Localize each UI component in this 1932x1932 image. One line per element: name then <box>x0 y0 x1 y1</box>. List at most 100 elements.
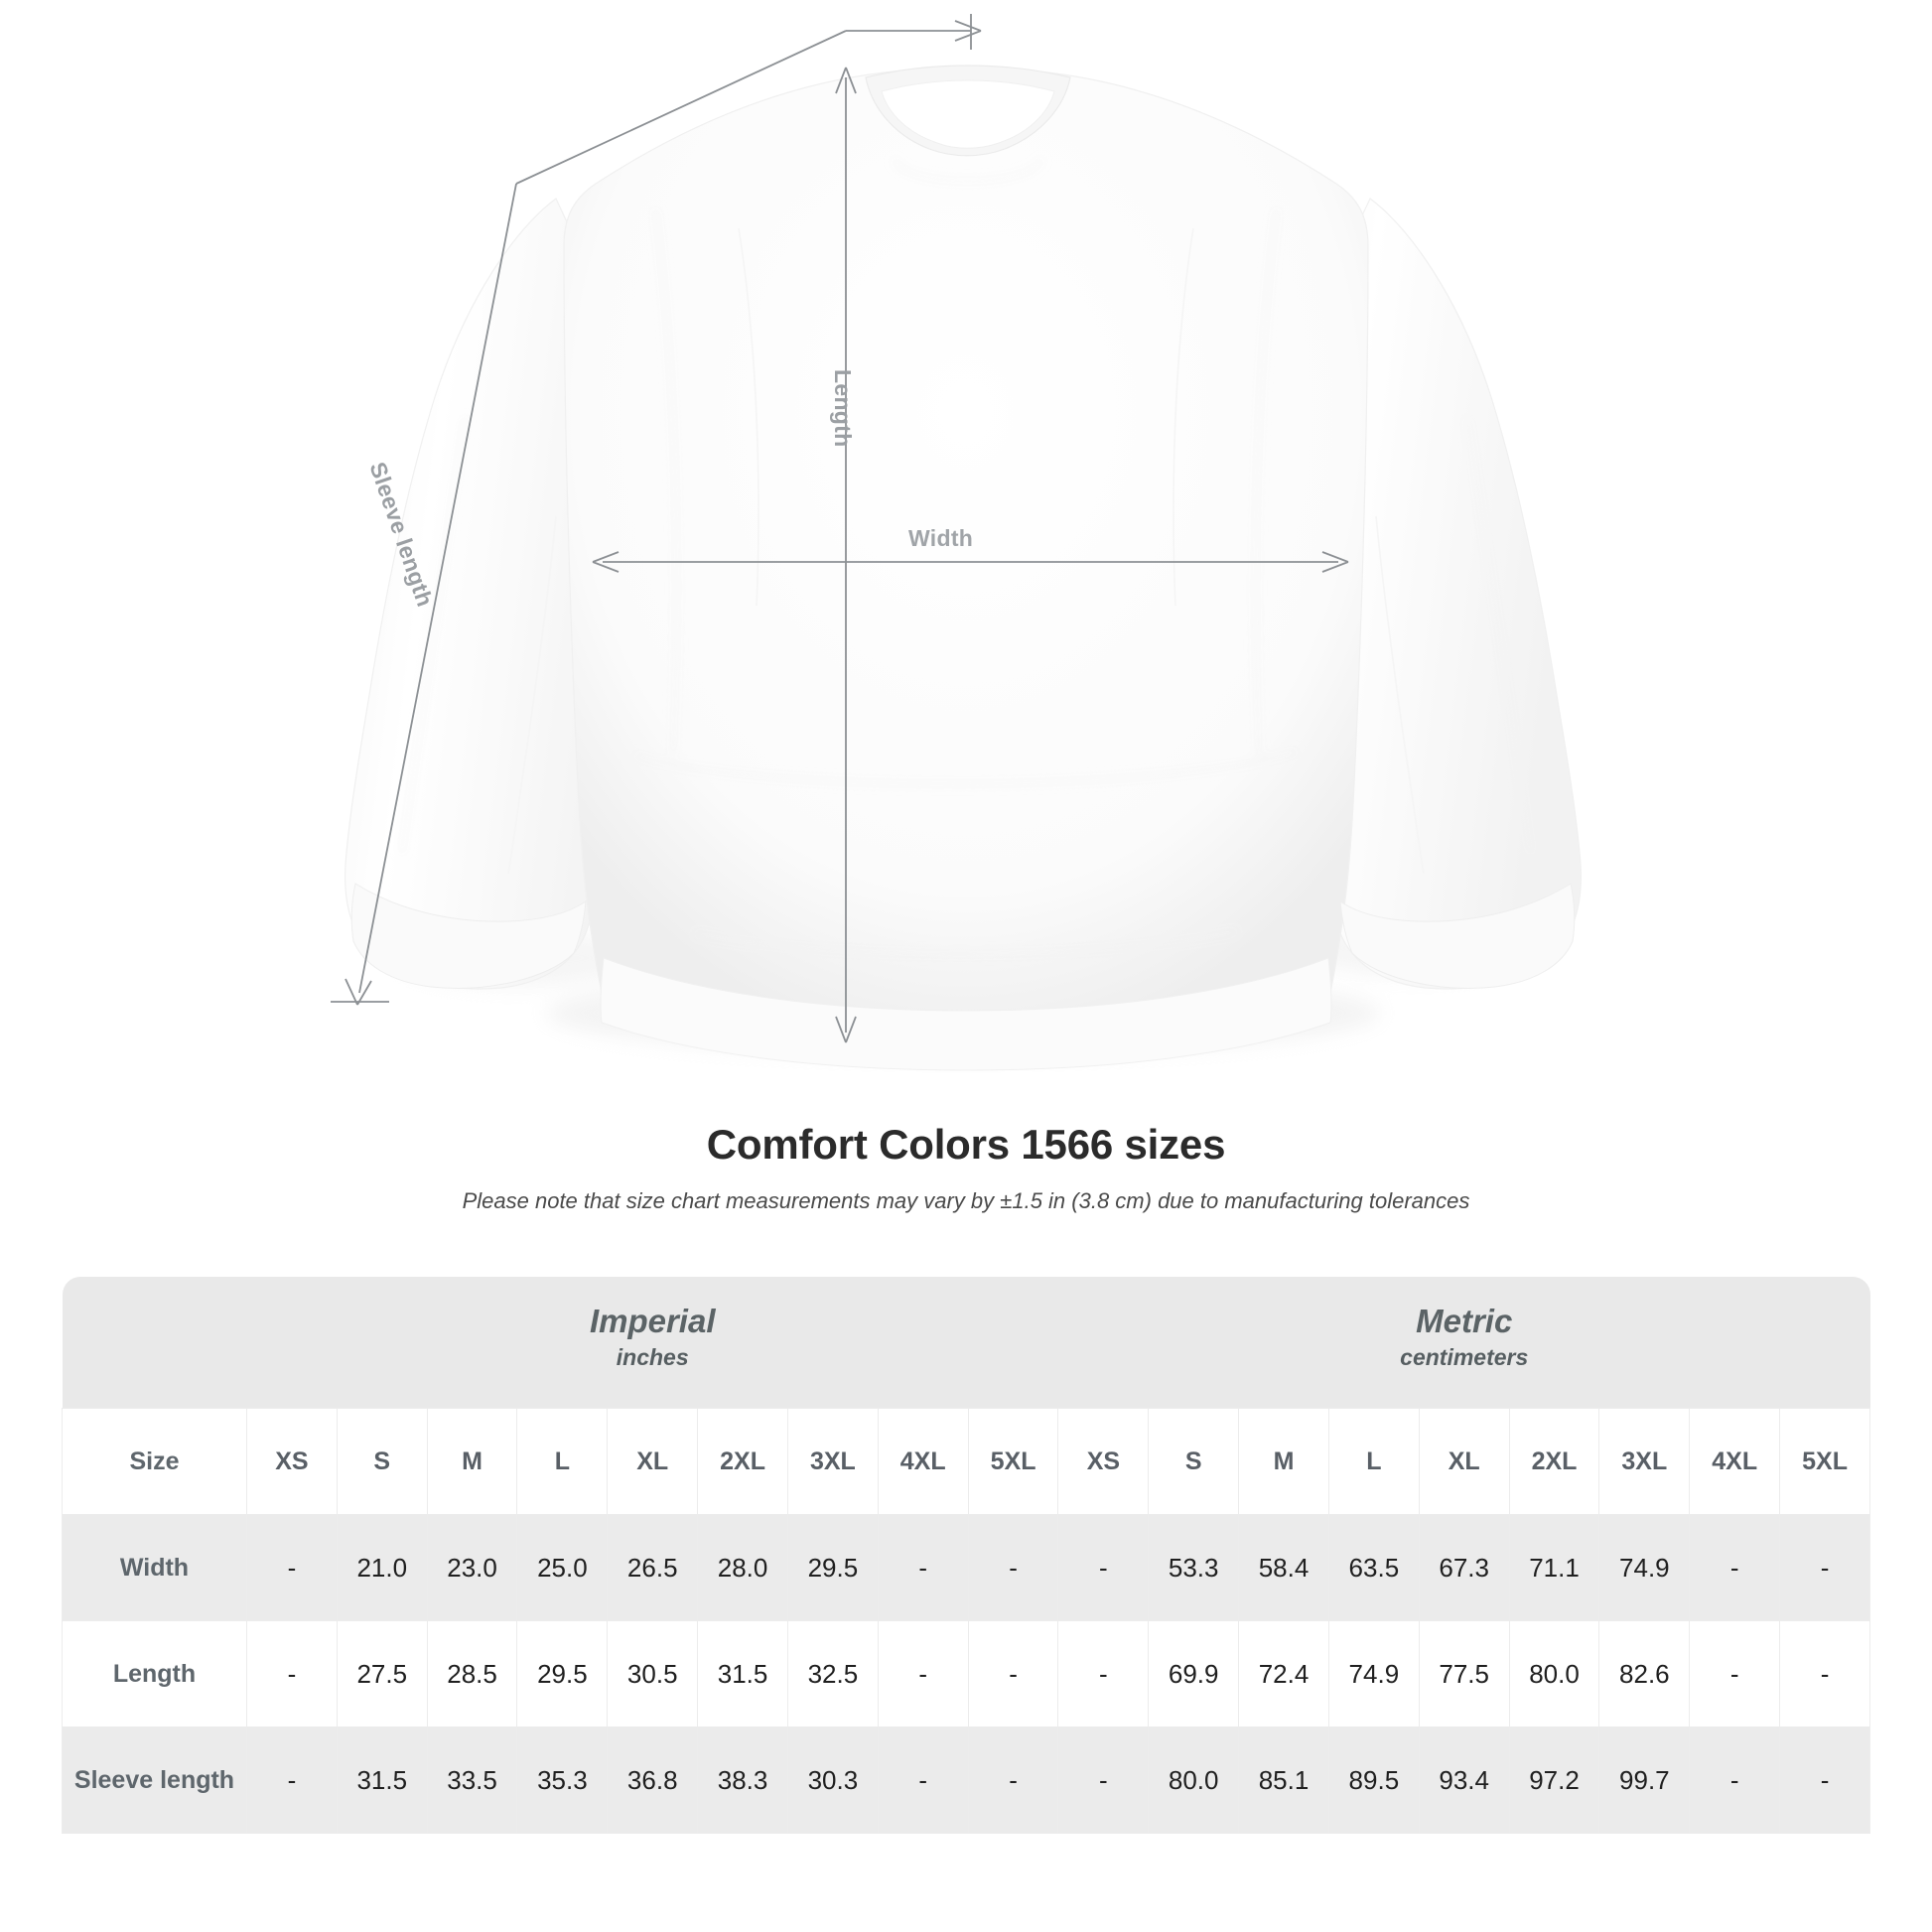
cell-sleeve-met-l: 89.5 <box>1327 1726 1420 1835</box>
size-header-row: Size XS S M L XL 2XL 3XL 4XL 5XL XS S M … <box>62 1408 1870 1516</box>
cell-width-met-3xl: 74.9 <box>1598 1514 1691 1622</box>
size-header-met-2xl: 2XL <box>1508 1408 1600 1516</box>
size-column-header: Size <box>62 1408 247 1516</box>
cell-length-imp-xl: 30.5 <box>607 1620 699 1728</box>
cell-sleeve-imp-l: 35.3 <box>516 1726 609 1835</box>
size-header-imp-l: L <box>516 1408 609 1516</box>
unit-header-imperial: Imperial inches <box>246 1277 1058 1409</box>
cell-width-imp-m: 23.0 <box>426 1514 518 1622</box>
cell-length-met-5xl: - <box>1779 1620 1870 1728</box>
cell-sleeve-met-s: 80.0 <box>1148 1726 1240 1835</box>
size-table-container: Imperial inches Metric centimeters Size … <box>62 1277 1870 1835</box>
cell-width-imp-xs: - <box>246 1514 338 1622</box>
row-header-width: Width <box>62 1514 247 1622</box>
size-header-met-3xl: 3XL <box>1598 1408 1691 1516</box>
cell-sleeve-imp-2xl: 38.3 <box>697 1726 788 1835</box>
row-header-length: Length <box>62 1620 247 1728</box>
cell-length-met-3xl: 82.6 <box>1598 1620 1691 1728</box>
cell-sleeve-imp-m: 33.5 <box>426 1726 518 1835</box>
cell-length-imp-5xl: - <box>967 1620 1059 1728</box>
cell-width-met-xs: - <box>1057 1514 1150 1622</box>
unit-header-spacer <box>62 1277 247 1409</box>
unit-header-metric: Metric centimeters <box>1057 1277 1870 1409</box>
cell-width-imp-2xl: 28.0 <box>697 1514 788 1622</box>
cell-width-imp-4xl: - <box>877 1514 969 1622</box>
size-header-met-xs: XS <box>1057 1408 1150 1516</box>
cell-sleeve-met-xs: - <box>1057 1726 1150 1835</box>
unit-system-unit-imperial: inches <box>616 1343 689 1370</box>
chart-heading-block: Comfort Colors 1566 sizes Please note th… <box>0 1120 1932 1216</box>
size-header-met-5xl: 5XL <box>1779 1408 1870 1516</box>
size-header-imp-3xl: 3XL <box>786 1408 879 1516</box>
cell-sleeve-imp-xs: - <box>246 1726 338 1835</box>
cell-length-imp-2xl: 31.5 <box>697 1620 788 1728</box>
cell-length-met-m: 72.4 <box>1238 1620 1329 1728</box>
width-dimension-line <box>592 551 1349 573</box>
sweatshirt-body <box>345 65 1582 1071</box>
size-chart-table: Imperial inches Metric centimeters Size … <box>62 1277 1870 1835</box>
cell-length-met-l: 74.9 <box>1327 1620 1420 1728</box>
unit-system-header-row: Imperial inches Metric centimeters <box>62 1277 1870 1409</box>
sleeve-length-dimension-line <box>331 14 982 1006</box>
cell-width-met-xl: 67.3 <box>1418 1514 1510 1622</box>
size-header-met-xl: XL <box>1418 1408 1510 1516</box>
cell-length-imp-s: 27.5 <box>336 1620 428 1728</box>
page-title: Comfort Colors 1566 sizes <box>706 1121 1226 1168</box>
cell-width-met-4xl: - <box>1689 1514 1781 1622</box>
cell-sleeve-met-xl: 93.4 <box>1418 1726 1510 1835</box>
cell-width-imp-xl: 26.5 <box>607 1514 699 1622</box>
cell-length-met-xl: 77.5 <box>1418 1620 1510 1728</box>
cell-width-met-s: 53.3 <box>1148 1514 1240 1622</box>
size-header-met-m: M <box>1238 1408 1329 1516</box>
cell-sleeve-imp-3xl: 30.3 <box>786 1726 879 1835</box>
unit-system-name-metric: Metric <box>1416 1303 1513 1339</box>
size-header-imp-2xl: 2XL <box>697 1408 788 1516</box>
cell-sleeve-imp-4xl: - <box>877 1726 969 1835</box>
cell-length-imp-m: 28.5 <box>426 1620 518 1728</box>
row-header-sleeve-length: Sleeve length <box>62 1726 247 1835</box>
garment-diagram: Width Length Sleeve length <box>331 14 1582 1071</box>
cell-width-met-l: 63.5 <box>1327 1514 1420 1622</box>
cell-sleeve-met-5xl: - <box>1779 1726 1870 1835</box>
cell-sleeve-imp-5xl: - <box>967 1726 1059 1835</box>
cell-length-imp-xs: - <box>246 1620 338 1728</box>
cell-sleeve-met-3xl: 99.7 <box>1598 1726 1691 1835</box>
size-header-imp-m: M <box>426 1408 518 1516</box>
size-header-imp-xs: XS <box>246 1408 338 1516</box>
cell-width-imp-l: 25.0 <box>516 1514 609 1622</box>
cell-width-imp-5xl: - <box>967 1514 1059 1622</box>
cell-length-imp-3xl: 32.5 <box>786 1620 879 1728</box>
cell-sleeve-imp-s: 31.5 <box>336 1726 428 1835</box>
size-header-imp-5xl: 5XL <box>967 1408 1059 1516</box>
length-dimension-label: Length <box>830 369 856 448</box>
cell-width-imp-s: 21.0 <box>336 1514 428 1622</box>
cell-sleeve-met-2xl: 97.2 <box>1508 1726 1600 1835</box>
tolerance-note: Please note that size chart measurements… <box>462 1188 1470 1214</box>
cell-width-imp-3xl: 29.5 <box>786 1514 879 1622</box>
table-row: Length - 27.5 28.5 29.5 30.5 31.5 32.5 -… <box>62 1620 1870 1728</box>
size-header-imp-xl: XL <box>607 1408 699 1516</box>
cell-length-met-2xl: 80.0 <box>1508 1620 1600 1728</box>
unit-system-name-imperial: Imperial <box>589 1303 716 1339</box>
cell-sleeve-met-m: 85.1 <box>1238 1726 1329 1835</box>
cell-sleeve-imp-xl: 36.8 <box>607 1726 699 1835</box>
width-dimension-label: Width <box>908 525 974 551</box>
size-header-met-l: L <box>1327 1408 1420 1516</box>
cell-sleeve-met-4xl: - <box>1689 1726 1781 1835</box>
cell-width-met-2xl: 71.1 <box>1508 1514 1600 1622</box>
length-dimension-line <box>835 67 857 1043</box>
unit-system-unit-metric: centimeters <box>1400 1343 1529 1370</box>
size-header-met-s: S <box>1148 1408 1240 1516</box>
cell-width-met-m: 58.4 <box>1238 1514 1329 1622</box>
cell-length-met-xs: - <box>1057 1620 1150 1728</box>
table-row: Sleeve length - 31.5 33.5 35.3 36.8 38.3… <box>62 1726 1870 1835</box>
size-header-met-4xl: 4XL <box>1689 1408 1781 1516</box>
measurement-lines <box>331 14 1349 1043</box>
cell-length-met-4xl: - <box>1689 1620 1781 1728</box>
cell-length-met-s: 69.9 <box>1148 1620 1240 1728</box>
size-header-imp-s: S <box>336 1408 428 1516</box>
cell-length-imp-l: 29.5 <box>516 1620 609 1728</box>
sweatshirt-illustration <box>331 14 1582 1071</box>
cell-width-met-5xl: - <box>1779 1514 1870 1622</box>
size-header-imp-4xl: 4XL <box>877 1408 969 1516</box>
